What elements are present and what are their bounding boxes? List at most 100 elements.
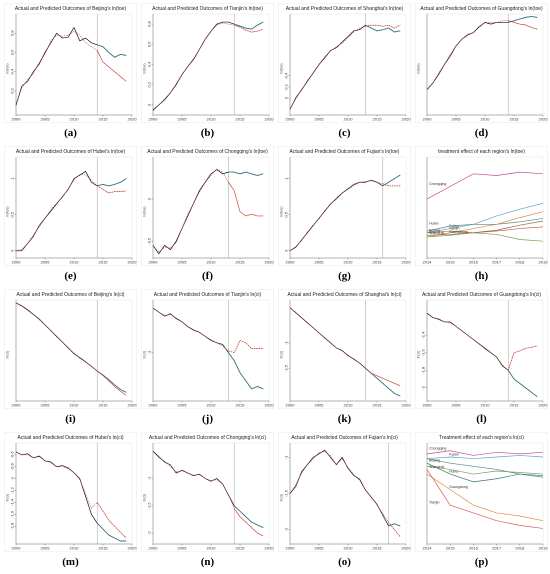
chart-title: Actual and Predicted Outcomes of Chongqi… xyxy=(147,149,268,155)
chart-title: Actual and Predicted Outcomes of Tianjin… xyxy=(154,292,262,298)
y-tick-label: -1.6 xyxy=(421,348,426,356)
predicted-line xyxy=(152,22,264,112)
chart-panel: Actual and Predicted Outcomes of Guangdo… xyxy=(415,289,548,431)
y-tick-label: -1.2 xyxy=(10,486,15,494)
x-tick-label: 2010 xyxy=(344,546,354,551)
x-tick-label: 2005 xyxy=(315,403,325,408)
chart-title: Actual and Predicted Outcomes of Hubei's… xyxy=(17,435,123,441)
x-tick-label: 2005 xyxy=(315,546,325,551)
x-tick-label: 2005 xyxy=(452,117,462,122)
x-tick-label: 2015 xyxy=(99,117,109,122)
series-line xyxy=(426,218,544,232)
actual-line-post xyxy=(228,352,264,390)
y-tick-label: 0 xyxy=(284,96,289,99)
x-tick-label: 2015 xyxy=(373,260,383,265)
chart-svg: Actual and Predicted Outcomes of Fujian'… xyxy=(278,146,411,267)
predicted-line xyxy=(15,30,127,105)
chart-title: Actual and Predicted Outcomes of Shangha… xyxy=(287,292,401,298)
chart-panel: Actual and Predicted Outcomes of Fujian'… xyxy=(278,146,411,288)
predicted-line-post xyxy=(97,185,127,194)
x-tick-label: 2019 xyxy=(539,546,549,551)
x-tick-label: 2016 xyxy=(469,546,479,551)
chart-panel: Actual and Predicted Outcomes of Beijing… xyxy=(4,3,137,145)
x-tick-label: 2019 xyxy=(539,260,549,265)
x-tick-label: 2020 xyxy=(128,403,138,408)
y-axis-label: ln(toe) xyxy=(280,63,284,73)
panel-letter: (a) xyxy=(64,127,77,139)
x-tick-label: 2000 xyxy=(423,403,433,408)
actual-line-post xyxy=(96,522,127,542)
chart-panel: Actual and Predicted Outcomes of Tianjin… xyxy=(141,3,274,145)
series-label: Shanghai xyxy=(429,231,444,235)
y-tick-label: -1.5 xyxy=(147,502,152,510)
predicted-line-post xyxy=(234,24,264,33)
x-tick-label: 2010 xyxy=(344,403,354,408)
y-tick-label: -0.6 xyxy=(10,451,15,459)
x-tick-label: 2000 xyxy=(12,117,22,122)
series-line xyxy=(426,232,544,242)
y-axis-label: ln(ci) xyxy=(280,351,284,359)
x-tick-label: 2000 xyxy=(12,403,22,408)
actual-line-pre xyxy=(289,174,401,252)
chart-panel: Treatment effect of each region's ln(ci)… xyxy=(415,432,548,574)
series-line xyxy=(426,462,544,483)
x-tick-label: 2000 xyxy=(286,260,296,265)
predicted-line-post xyxy=(233,508,264,537)
y-tick-label: -1 xyxy=(284,455,289,459)
y-axis-label: ln(toe) xyxy=(143,206,147,216)
panel-letter: (h) xyxy=(474,270,489,282)
x-tick-label: 2000 xyxy=(12,546,22,551)
panel-frame xyxy=(141,146,274,267)
chart-svg: Actual and Predicted Outcomes of Shangha… xyxy=(278,3,411,124)
y-axis-label: ln(ci) xyxy=(417,351,421,359)
y-tick-label: -2 xyxy=(147,531,152,535)
x-tick-label: 2015 xyxy=(236,403,246,408)
x-tick-label: 2000 xyxy=(149,117,159,122)
series-label: Fujian xyxy=(449,452,459,456)
chart-panel: Actual and Predicted Outcomes of Fujian'… xyxy=(278,432,411,574)
chart-svg: Actual and Predicted Outcomes of Hubei's… xyxy=(4,432,138,553)
x-tick-label: 2010 xyxy=(481,117,491,122)
y-axis-label: ln(toe) xyxy=(280,206,284,216)
x-tick-label: 2000 xyxy=(286,546,296,551)
x-tick-label: 2020 xyxy=(128,546,138,551)
series-label: Hubei xyxy=(449,470,459,474)
chart-svg: Actual and Predicted Outcomes of Tianjin… xyxy=(141,289,274,410)
y-axis-label: ln(ci) xyxy=(143,494,147,502)
actual-line-post xyxy=(96,370,127,393)
y-tick-label: 0.5 xyxy=(284,211,289,217)
actual-line-post xyxy=(97,44,127,58)
x-tick-label: 2020 xyxy=(265,260,275,265)
series-label: Tianjin xyxy=(429,501,439,505)
chart-svg: Actual and Predicted Outcomes of Fujian'… xyxy=(278,432,411,553)
x-tick-label: 2015 xyxy=(446,546,456,551)
panel-frame xyxy=(141,3,274,124)
y-tick-label: -0.5 xyxy=(147,237,152,245)
predicted-line xyxy=(15,302,127,396)
predicted-line xyxy=(289,24,401,110)
y-tick-label: -1 xyxy=(147,350,152,354)
chart-svg: Actual and Predicted Outcomes of Guangdo… xyxy=(415,3,548,124)
y-axis-label: ln(ci) xyxy=(6,351,10,359)
x-tick-label: 2015 xyxy=(373,403,383,408)
x-tick-label: 2015 xyxy=(99,260,109,265)
x-tick-label: 2010 xyxy=(70,546,80,551)
chart-svg: Actual and Predicted Outcomes of Chongqi… xyxy=(141,432,274,553)
series-label: Guangdong xyxy=(449,485,468,489)
actual-line-post xyxy=(228,171,264,176)
chart-panel: Actual and Predicted Outcomes of Chongqi… xyxy=(141,146,274,288)
y-tick-label: 1 xyxy=(10,177,15,180)
y-tick-label: -1.6 xyxy=(10,510,15,518)
y-axis-label: ln(toe) xyxy=(6,63,10,73)
predicted-line-post xyxy=(228,339,264,353)
x-tick-label: 2000 xyxy=(286,403,296,408)
x-tick-label: 2005 xyxy=(41,403,51,408)
y-tick-label: 0.8 xyxy=(147,21,152,27)
actual-line-post xyxy=(233,505,264,528)
panel-frame xyxy=(278,3,411,124)
x-tick-label: 2015 xyxy=(373,117,383,122)
y-tick-label: 0.5 xyxy=(10,211,15,217)
panel-letter: (g) xyxy=(338,270,351,282)
series-line xyxy=(426,473,544,522)
x-tick-label: 2005 xyxy=(41,117,51,122)
